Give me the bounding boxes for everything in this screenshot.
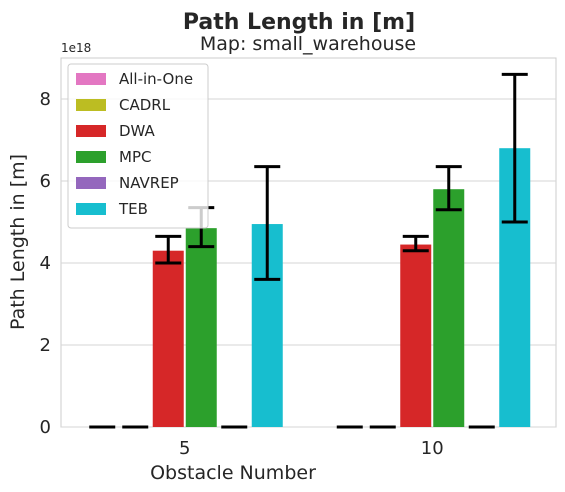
chart-subtitle: Map: small_warehouse	[200, 33, 416, 55]
legend: All-in-One CADRL DWA MPC NAVREP TEB	[67, 63, 209, 229]
legend-swatch	[76, 99, 106, 111]
x-axis-ticks: 5 10	[179, 438, 444, 459]
x-tick-label: 5	[179, 438, 190, 459]
bar	[433, 189, 465, 427]
legend-swatch	[76, 177, 106, 189]
y-axis-ticks: 0 2 4 6 8	[40, 89, 51, 438]
legend-label: TEB	[118, 200, 148, 218]
legend-label: MPC	[119, 148, 151, 166]
legend-swatch	[76, 203, 106, 215]
legend-swatch	[76, 151, 106, 163]
legend-label: DWA	[119, 122, 156, 140]
bars-layer	[152, 148, 531, 427]
legend-swatch	[76, 125, 106, 137]
bar	[185, 228, 217, 427]
legend-swatch	[76, 73, 106, 85]
bar	[400, 244, 432, 427]
y-tick-label: 0	[40, 417, 51, 438]
y-tick-label: 8	[40, 89, 51, 110]
y-axis-label: Path Length in [m]	[7, 154, 29, 330]
x-axis-label: Obstacle Number	[150, 462, 316, 484]
x-tick-label: 10	[421, 438, 444, 459]
error-bars-layer	[89, 72, 528, 429]
y-tick-label: 2	[40, 335, 51, 356]
chart-title: Path Length in [m]	[183, 10, 415, 35]
legend-label: NAVREP	[119, 174, 179, 192]
bar	[152, 250, 184, 427]
y-tick-label: 6	[40, 171, 51, 192]
y-tick-label: 4	[40, 253, 51, 274]
legend-label: All-in-One	[119, 70, 193, 88]
y-offset-label: 1e18	[61, 41, 91, 55]
legend-label: CADRL	[119, 96, 171, 114]
